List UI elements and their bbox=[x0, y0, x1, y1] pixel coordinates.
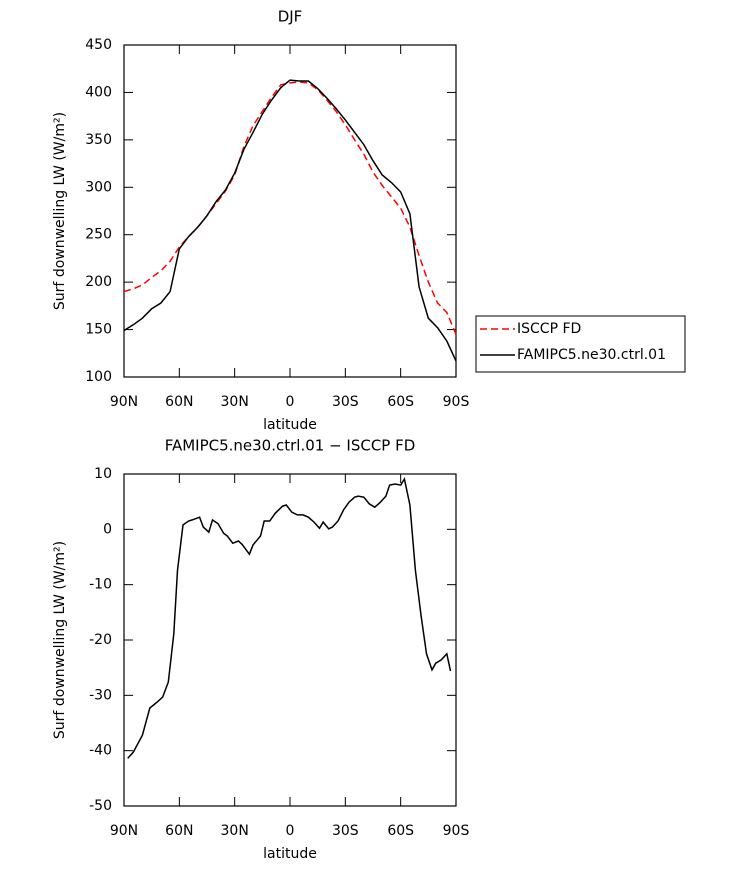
x-tick-label: 0 bbox=[286, 394, 295, 410]
y-tick-label: 0 bbox=[103, 521, 112, 537]
y-tick-label: -10 bbox=[89, 577, 112, 593]
x-tick-label: 30N bbox=[221, 394, 249, 410]
x-tick-label: 90S bbox=[443, 823, 470, 839]
y-tick-label: 400 bbox=[85, 84, 112, 100]
plot-frame bbox=[123, 44, 457, 378]
chart-title: DJF bbox=[278, 8, 303, 26]
x-tick-label: 30S bbox=[332, 823, 359, 839]
x-tick-label: 30N bbox=[221, 823, 249, 839]
x-tick-label: 90S bbox=[443, 394, 470, 410]
legend-label: FAMIPC5.ne30.ctrl.01 bbox=[517, 347, 666, 363]
y-axis-label: Surf downwelling LW (W/m²) bbox=[52, 112, 68, 310]
x-tick-label: 60N bbox=[165, 823, 193, 839]
y-tick-label: 300 bbox=[85, 179, 112, 195]
x-tick-label: 0 bbox=[286, 823, 295, 839]
x-tick-label: 90N bbox=[110, 394, 138, 410]
y-tick-label: 200 bbox=[85, 274, 112, 290]
chart-title: FAMIPC5.ne30.ctrl.01 − ISCCP FD bbox=[165, 437, 416, 455]
x-tick-label: 30S bbox=[332, 394, 359, 410]
y-tick-label: 250 bbox=[85, 227, 112, 243]
legend-label: ISCCP FD bbox=[517, 321, 581, 337]
y-tick-label: 10 bbox=[94, 466, 112, 482]
y-tick-label: -50 bbox=[89, 798, 112, 814]
data-line bbox=[123, 81, 457, 335]
y-tick-label: -20 bbox=[89, 632, 112, 648]
data-line bbox=[127, 476, 452, 759]
x-axis-label: latitude bbox=[263, 417, 317, 433]
y-tick-label: -40 bbox=[89, 743, 112, 759]
x-tick-label: 60S bbox=[387, 394, 414, 410]
x-tick-label: 60N bbox=[165, 394, 193, 410]
x-tick-label: 90N bbox=[110, 823, 138, 839]
y-axis-label: Surf downwelling LW (W/m²) bbox=[52, 541, 68, 739]
y-tick-label: 350 bbox=[85, 132, 112, 148]
data-line bbox=[123, 79, 457, 362]
y-tick-label: 100 bbox=[85, 369, 112, 385]
y-tick-label: 150 bbox=[85, 322, 112, 338]
y-tick-label: 450 bbox=[85, 37, 112, 53]
x-tick-label: 60S bbox=[387, 823, 414, 839]
y-tick-label: -30 bbox=[89, 687, 112, 703]
x-axis-label: latitude bbox=[263, 846, 317, 862]
legend-box bbox=[475, 315, 686, 373]
